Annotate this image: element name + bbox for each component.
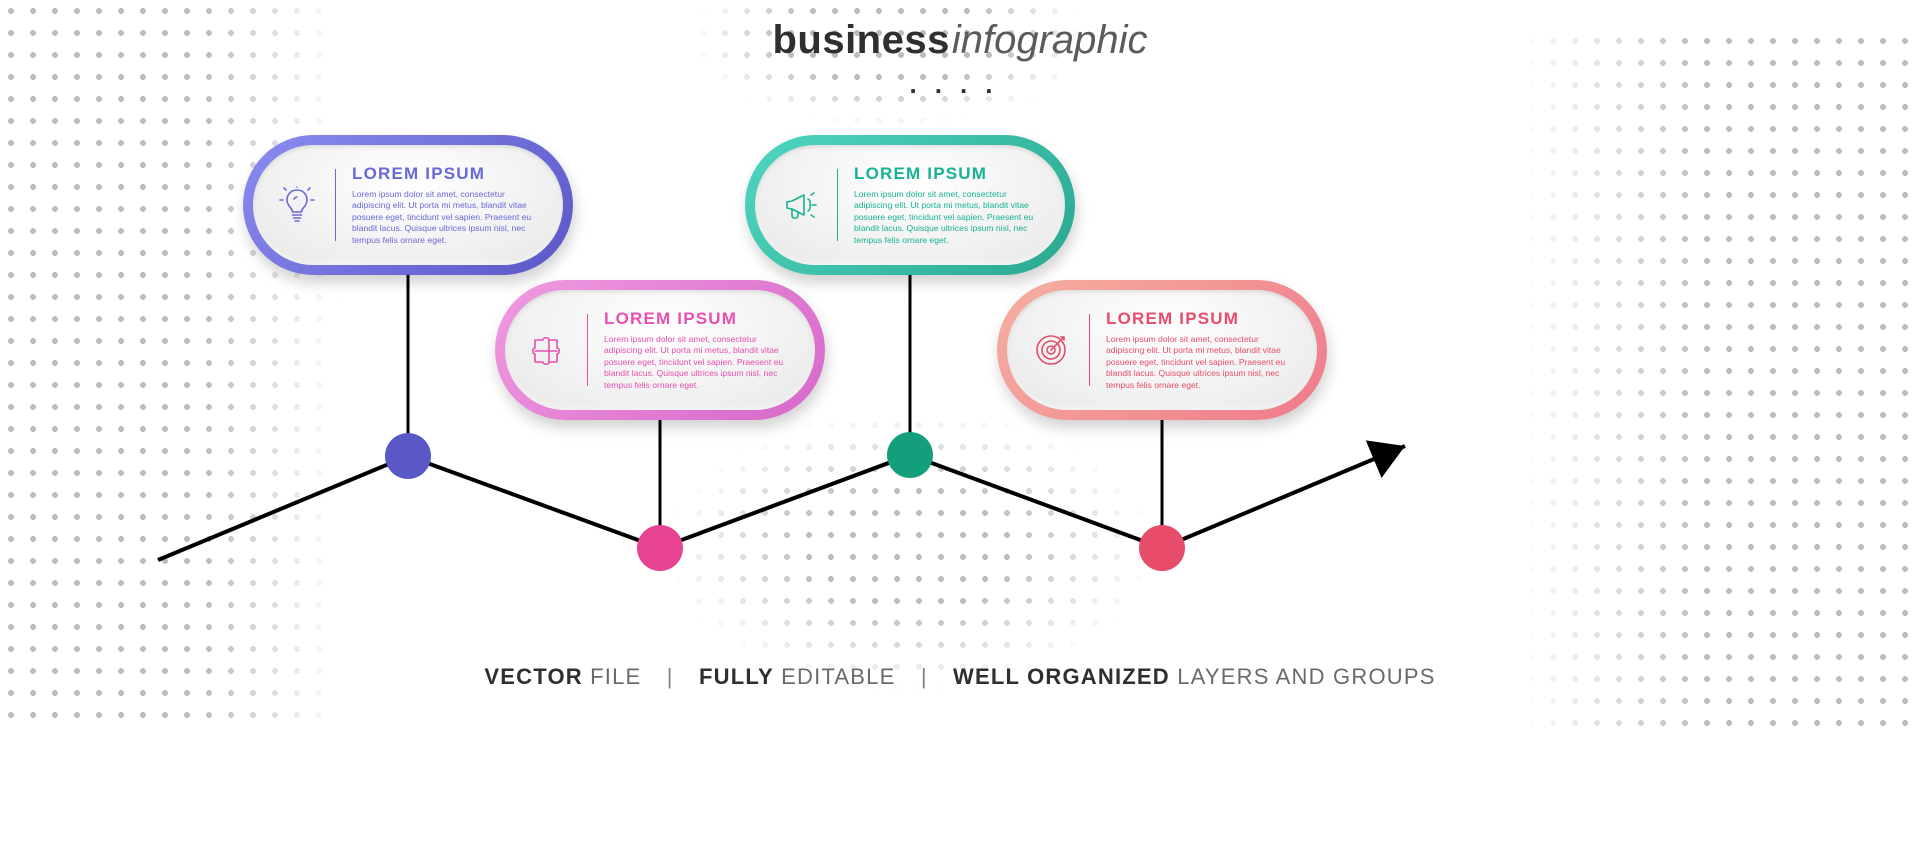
footer-sep-0: |: [667, 664, 674, 689]
footer-seg-2-light: LAYERS AND GROUPS: [1177, 664, 1435, 689]
card-body: Lorem ipsum dolor sit amet, consectetur …: [1106, 334, 1291, 392]
card-title: LOREM IPSUM: [1106, 309, 1291, 329]
footer-seg-0-bold: VECTOR: [484, 664, 582, 689]
footer-seg-2-bold: WELL ORGANIZED: [953, 664, 1170, 689]
halftone-right: [1520, 30, 1920, 730]
footer-sep-1: |: [921, 664, 928, 689]
card-body: Lorem ipsum dolor sit amet, consectetur …: [604, 334, 789, 392]
lightbulb-icon: [275, 185, 319, 225]
target-icon: [1029, 330, 1073, 370]
card-title: LOREM IPSUM: [604, 309, 789, 329]
title-bold: business: [772, 18, 949, 62]
timeline-card-2: LOREM IPSUM Lorem ipsum dolor sit amet, …: [495, 280, 825, 420]
timeline-card-4: LOREM IPSUM Lorem ipsum dolor sit amet, …: [997, 280, 1327, 420]
title-italic: infographic: [952, 18, 1148, 62]
card-body: Lorem ipsum dolor sit amet, consectetur …: [352, 189, 537, 247]
timeline-graph: [0, 0, 1920, 845]
card-title: LOREM IPSUM: [352, 164, 537, 184]
halftone-left: [0, 0, 340, 720]
footer-seg-1-bold: FULLY: [699, 664, 774, 689]
footer-seg-0-light: FILE: [590, 664, 641, 689]
card-divider: [837, 169, 838, 241]
megaphone-icon: [777, 185, 821, 225]
footer-seg-1-light: EDITABLE: [781, 664, 895, 689]
footer-tagline: VECTOR FILE | FULLY EDITABLE | WELL ORGA…: [0, 664, 1920, 690]
card-body: Lorem ipsum dolor sit amet, consectetur …: [854, 189, 1039, 247]
puzzle-icon: [527, 330, 571, 370]
timeline-card-3: LOREM IPSUM Lorem ipsum dolor sit amet, …: [745, 135, 1075, 275]
page-title: businessinfographic ....: [0, 18, 1920, 100]
card-divider: [587, 314, 588, 386]
card-title: LOREM IPSUM: [854, 164, 1039, 184]
timeline-card-1: LOREM IPSUM Lorem ipsum dolor sit amet, …: [243, 135, 573, 275]
card-divider: [1089, 314, 1090, 386]
card-divider: [335, 169, 336, 241]
title-decoration-dots: ....: [0, 69, 1920, 100]
